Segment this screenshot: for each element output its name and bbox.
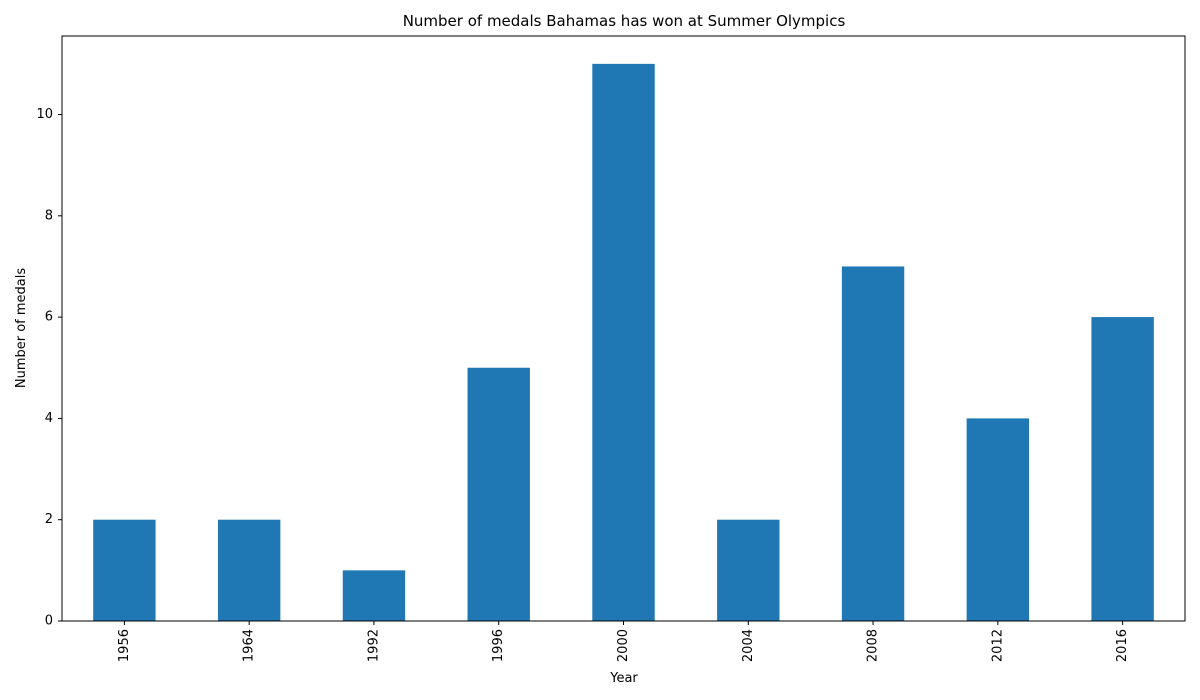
bar-1956 [93,519,156,621]
x-axis-ticks: 1956 1964 1992 1996 2000 2004 2008 2012 2016 [117,621,1130,662]
bar-1996 [467,367,530,621]
x-tick-label-1992: 1992 [366,629,381,662]
bar-2004 [717,519,780,621]
x-tick-label-2008: 2008 [866,629,881,662]
y-tick-label-2: 2 [45,512,53,527]
x-tick-label-1996: 1996 [491,629,506,662]
bar-2016 [1091,317,1154,621]
y-tick-label-0: 0 [45,614,53,629]
bars-group [93,63,1154,622]
x-tick-label-1964: 1964 [242,629,257,662]
x-axis-label: Year [609,671,638,686]
x-tick-label-2004: 2004 [741,629,756,662]
y-axis-label: Number of medals [14,268,29,389]
bar-2000 [592,63,655,622]
x-tick-label-1956: 1956 [117,629,132,662]
bar-1964 [217,519,281,621]
y-axis-ticks: 0 2 4 6 8 10 [36,107,62,629]
x-tick-label-2016: 2016 [1115,629,1130,662]
x-tick-label-2000: 2000 [616,629,631,662]
y-tick-label-10: 10 [36,107,53,122]
y-tick-label-6: 6 [45,310,53,325]
bar-2012 [966,418,1030,621]
x-tick-label-2012: 2012 [990,629,1005,662]
bar-2008 [841,266,905,621]
y-tick-label-4: 4 [45,411,53,426]
y-tick-label-8: 8 [45,208,53,223]
bar-1992 [342,570,406,621]
chart-title: Number of medals Bahamas has won at Summ… [403,12,846,30]
plot-frame [61,35,1186,622]
